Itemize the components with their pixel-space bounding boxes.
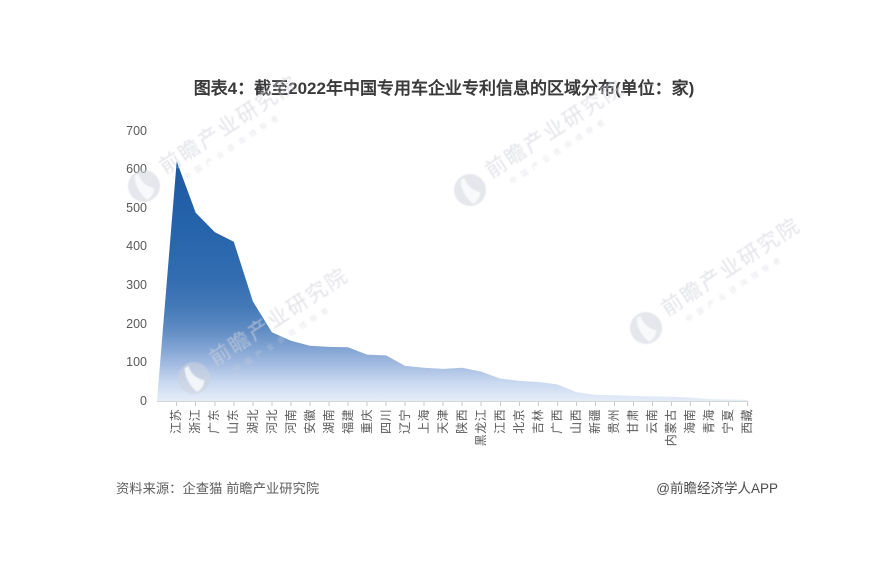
x-axis-label: 广东: [207, 409, 222, 434]
x-axis-label: 辽宁: [397, 409, 412, 434]
x-axis-label: 江苏: [169, 409, 184, 434]
x-axis-label: 湖南: [321, 409, 336, 434]
y-axis-label: 200: [126, 316, 147, 331]
y-axis-label: 100: [126, 355, 147, 370]
x-axis-label: 浙江: [188, 409, 203, 434]
x-axis-label: 湖北: [245, 409, 260, 434]
y-axis-label: 500: [126, 200, 147, 215]
x-axis-label: 新疆: [587, 409, 602, 434]
x-axis-ticks: [176, 402, 749, 406]
x-axis-label: 山东: [226, 409, 241, 434]
x-axis-label: 海南: [683, 409, 698, 434]
x-axis-label: 广西: [549, 409, 564, 434]
x-axis-label: 贵州: [606, 409, 621, 434]
y-axis-label: 600: [126, 162, 147, 177]
area-series: [157, 161, 748, 401]
x-axis-label: 四川: [378, 409, 393, 434]
x-axis-label: 河南: [283, 409, 298, 434]
x-axis-label: 福建: [340, 409, 355, 434]
x-axis-label: 河北: [264, 409, 279, 434]
y-axis-label: 400: [126, 239, 147, 254]
x-axis-label: 云南: [645, 409, 660, 434]
x-axis-label: 西藏: [740, 409, 755, 434]
chart-title: 图表4：截至2022年中国专用车企业专利信息的区域分布(单位：家): [193, 79, 695, 98]
x-axis-label: 江西: [492, 409, 507, 434]
source-note: 资料来源：企查猫 前瞻产业研究院: [116, 481, 320, 496]
x-axis-label: 天津: [435, 409, 450, 434]
x-axis-label: 吉林: [530, 409, 545, 434]
y-axis-label: 300: [126, 278, 147, 293]
x-axis-label: 重庆: [359, 409, 374, 434]
y-axis-label: 0: [140, 394, 147, 408]
x-axis-label: 山西: [568, 409, 583, 434]
x-axis-label: 上海: [416, 409, 431, 434]
x-axis-label: 宁夏: [721, 409, 736, 434]
x-axis-label: 北京: [511, 409, 526, 434]
credit-note: @前瞻经济学人APP: [656, 481, 778, 496]
x-axis-label: 陕西: [454, 409, 469, 434]
y-axis-label: 700: [126, 123, 147, 138]
x-axis-label: 安徽: [302, 409, 317, 434]
x-axis-label: 内蒙古: [664, 409, 679, 447]
x-axis-label: 黑龙江: [473, 409, 488, 447]
x-axis-label: 青海: [702, 409, 717, 434]
x-axis-label: 甘肃: [625, 409, 640, 434]
